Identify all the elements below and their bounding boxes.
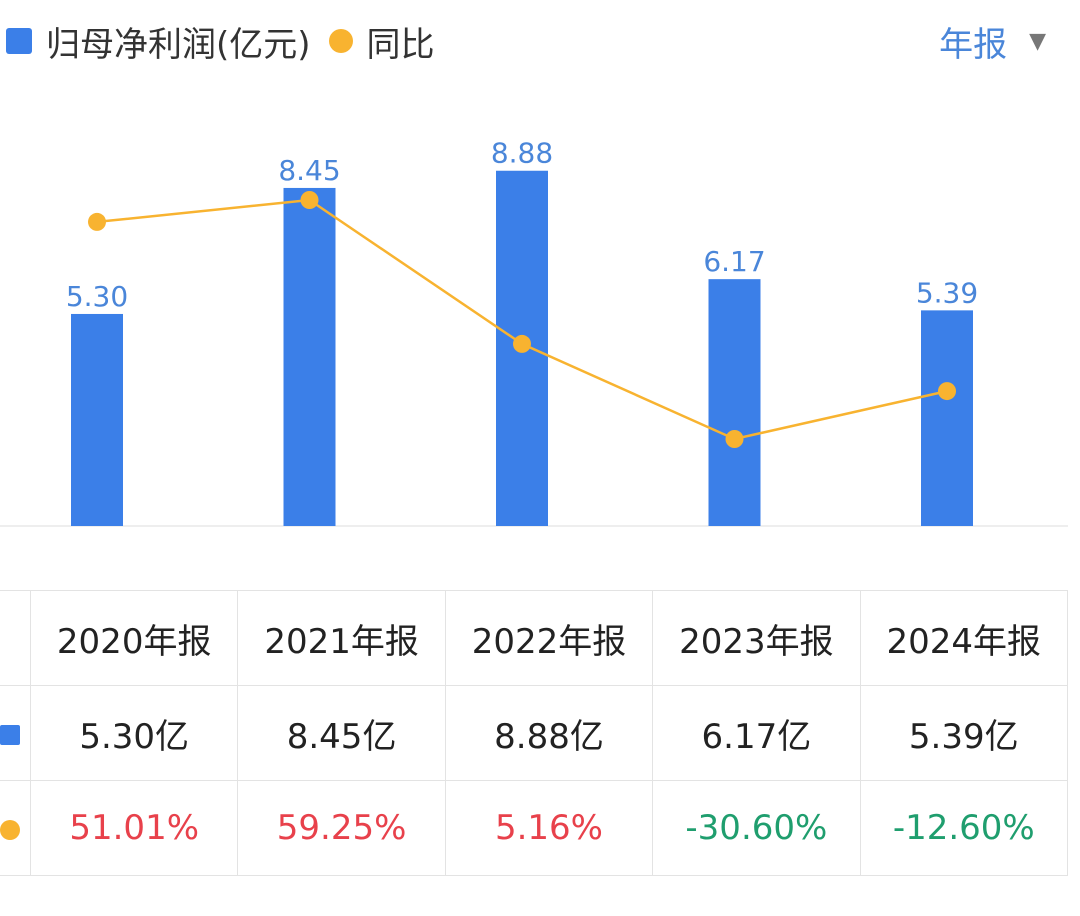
table-row-marker-cell xyxy=(0,780,31,876)
yoy-cell: 5.16% xyxy=(444,780,653,876)
data-table: 2020年报 2021年报 2022年报 2023年报 2024年报 5.30亿… xyxy=(0,590,1069,876)
table-row-marker-cell xyxy=(0,590,31,686)
bar-legend-label: 归母净利润(亿元) xyxy=(46,24,311,65)
yoy-point xyxy=(725,430,744,448)
caret-down-icon: ▼ xyxy=(1029,28,1046,54)
table-row-marker-cell xyxy=(0,685,31,781)
yoy-cell: -30.60% xyxy=(652,780,861,876)
profit-cell: 8.88亿 xyxy=(444,685,653,781)
table-header-cell: 2024年报 xyxy=(859,590,1069,686)
yoy-point xyxy=(938,382,956,401)
profit-cell: 6.17亿 xyxy=(652,685,861,781)
yoy-point xyxy=(513,334,531,353)
bar-legend-marker xyxy=(6,28,32,54)
yoy-row-marker xyxy=(0,819,20,840)
profit-cell: 5.30亿 xyxy=(29,685,238,781)
bar-value-label: 6.17 xyxy=(703,245,765,278)
profit-bar xyxy=(71,313,123,526)
yoy-cell: -12.60% xyxy=(859,780,1069,876)
profit-bar xyxy=(283,187,336,526)
bar-value-label: 8.88 xyxy=(491,137,553,170)
table-header-cell: 2021年报 xyxy=(237,590,446,686)
yoy-point xyxy=(300,191,319,209)
line-legend-marker xyxy=(328,29,353,53)
profit-cell: 5.39亿 xyxy=(859,685,1069,781)
period-selector[interactable]: 年报 ▼ xyxy=(939,18,1046,65)
period-selector-label: 年报 xyxy=(939,24,1008,65)
table-header-cell: 2022年报 xyxy=(444,590,653,686)
bar-line-chart: 5.30 8.45 8.88 6.17 5.39 xyxy=(0,137,1068,527)
table-header-cell: 2023年报 xyxy=(652,590,861,686)
bar-value-label: 8.45 xyxy=(278,154,340,187)
chart-legend: 归母净利润(亿元) 同比 xyxy=(0,18,435,65)
yoy-cell: 59.25% xyxy=(237,780,446,876)
yoy-point xyxy=(88,212,106,231)
profit-cell: 8.45亿 xyxy=(237,685,446,781)
profit-bar xyxy=(708,279,761,526)
table-header-row: 2020年报 2021年报 2022年报 2023年报 2024年报 xyxy=(0,590,1069,686)
yoy-cell: 51.01% xyxy=(29,780,238,876)
table-row-yoy: 51.01% 59.25% 5.16% -30.60% -12.60% xyxy=(0,780,1069,876)
table-header-cell: 2020年报 xyxy=(29,590,238,686)
bar-value-label: 5.30 xyxy=(66,280,128,313)
line-legend-label: 同比 xyxy=(366,24,435,65)
profit-bar xyxy=(921,310,973,526)
bar-value-label: 5.39 xyxy=(916,276,978,309)
table-row-profit: 5.30亿 8.45亿 8.88亿 6.17亿 5.39亿 xyxy=(0,685,1069,781)
profit-row-marker xyxy=(0,724,20,745)
